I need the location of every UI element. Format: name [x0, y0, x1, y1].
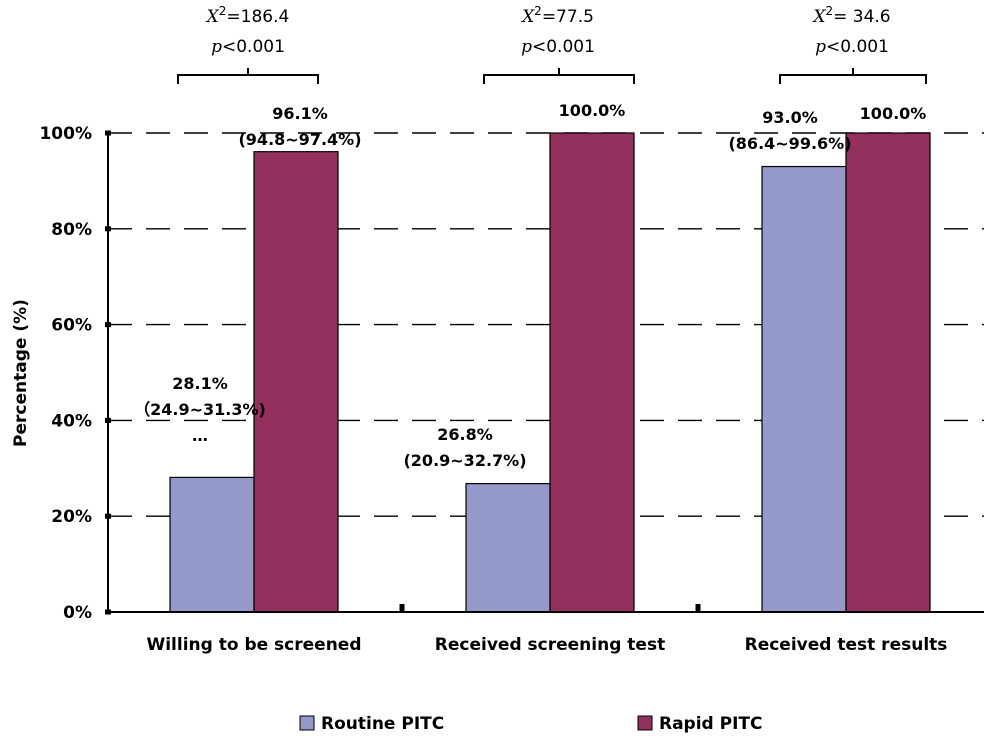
legend: Routine PITC Rapid PITC — [299, 714, 763, 734]
y-tick-label: 100% — [39, 124, 92, 144]
bar-routine — [169, 476, 255, 613]
y-tick-label: 60% — [51, 316, 92, 336]
legend-label: Routine PITC — [321, 714, 444, 734]
bar-rapid — [253, 151, 339, 613]
data-label: （24.9~31.3%) — [134, 400, 266, 419]
x-category-label: Received test results — [745, 635, 948, 655]
data-label: 28.1% — [172, 374, 228, 393]
y-tick-label: 0% — [63, 603, 92, 623]
data-label: … — [192, 426, 208, 445]
x-tick-mark — [695, 604, 701, 612]
legend-swatch — [637, 715, 653, 731]
data-label: 93.0% — [762, 108, 818, 127]
chi-square-label: X2=77.5 — [520, 4, 594, 27]
data-label: 100.0% — [860, 104, 927, 123]
axes — [105, 130, 984, 615]
bar-rapid — [549, 132, 635, 613]
bar-routine — [761, 165, 847, 613]
bar-routine — [465, 483, 551, 613]
chi-square-label: X2=186.4 — [205, 4, 290, 27]
significance-bracket — [483, 68, 635, 84]
y-tick-labels: 0% 20% 40% 60% 80% 100% — [39, 124, 92, 623]
significance-annotations: X2=186.4 p<0.001 X2=77.5 p<0.001 X2= 34.6 p<0… — [177, 4, 927, 84]
x-category-labels: Willing to be screened Received screening… — [146, 635, 947, 655]
significance-bracket — [779, 68, 927, 84]
bars — [169, 132, 931, 613]
bar-rapid — [845, 132, 931, 613]
significance-bracket — [177, 68, 319, 84]
x-category-label: Willing to be screened — [146, 635, 361, 655]
data-label: (94.8~97.4%) — [238, 130, 361, 149]
y-axis-label: Percentage (%) — [11, 299, 31, 447]
data-label: (20.9~32.7%) — [403, 451, 526, 470]
legend-swatch — [299, 715, 315, 731]
x-tick-mark — [399, 604, 405, 612]
data-label: 26.8% — [437, 425, 493, 444]
data-labels: 28.1% （24.9~31.3%) … 26.8% (20.9~32.7%) 93.0%… — [134, 101, 926, 470]
x-category-label: Received screening test — [435, 635, 665, 655]
chi-square-label: X2= 34.6 — [811, 4, 890, 27]
data-label: 96.1% — [272, 104, 328, 123]
y-tick-label: 80% — [51, 220, 92, 240]
p-value-label: p<0.001 — [211, 37, 285, 57]
p-value-label: p<0.001 — [521, 37, 595, 57]
y-tick-label: 40% — [51, 411, 92, 431]
legend-label: Rapid PITC — [659, 714, 763, 734]
data-label: (86.4~99.6%) — [728, 134, 851, 153]
data-label: 100.0% — [559, 101, 626, 120]
p-value-label: p<0.001 — [815, 37, 889, 57]
y-tick-label: 20% — [51, 507, 92, 527]
